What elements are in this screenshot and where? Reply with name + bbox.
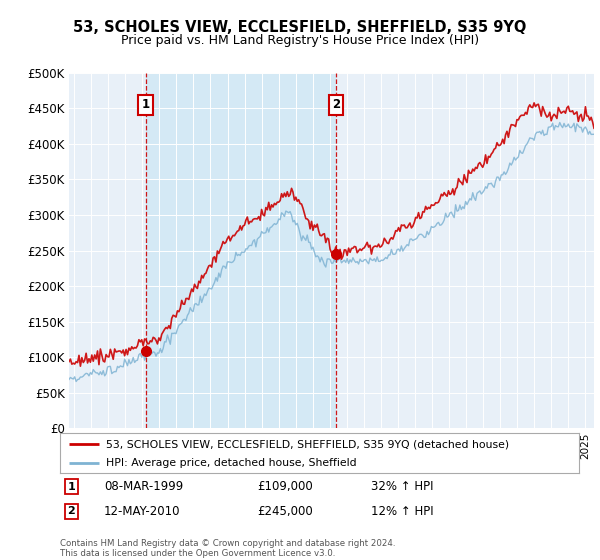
Text: HPI: Average price, detached house, Sheffield: HPI: Average price, detached house, Shef… (106, 458, 356, 468)
Text: £109,000: £109,000 (257, 480, 313, 493)
Text: 53, SCHOLES VIEW, ECCLESFIELD, SHEFFIELD, S35 9YQ: 53, SCHOLES VIEW, ECCLESFIELD, SHEFFIELD… (73, 20, 527, 35)
Text: 32% ↑ HPI: 32% ↑ HPI (371, 480, 434, 493)
Bar (146, 73, 336, 428)
Text: 08-MAR-1999: 08-MAR-1999 (104, 480, 184, 493)
Text: 1: 1 (68, 482, 75, 492)
Text: £245,000: £245,000 (257, 505, 313, 518)
Text: 2: 2 (68, 506, 75, 516)
Text: 53, SCHOLES VIEW, ECCLESFIELD, SHEFFIELD, S35 9YQ (detached house): 53, SCHOLES VIEW, ECCLESFIELD, SHEFFIELD… (106, 439, 509, 449)
Text: Price paid vs. HM Land Registry's House Price Index (HPI): Price paid vs. HM Land Registry's House … (121, 34, 479, 46)
Text: 2: 2 (332, 99, 340, 111)
Text: 1: 1 (142, 99, 149, 111)
Text: 12-MAY-2010: 12-MAY-2010 (104, 505, 181, 518)
Text: Contains HM Land Registry data © Crown copyright and database right 2024.
This d: Contains HM Land Registry data © Crown c… (60, 539, 395, 558)
Text: 12% ↑ HPI: 12% ↑ HPI (371, 505, 434, 518)
